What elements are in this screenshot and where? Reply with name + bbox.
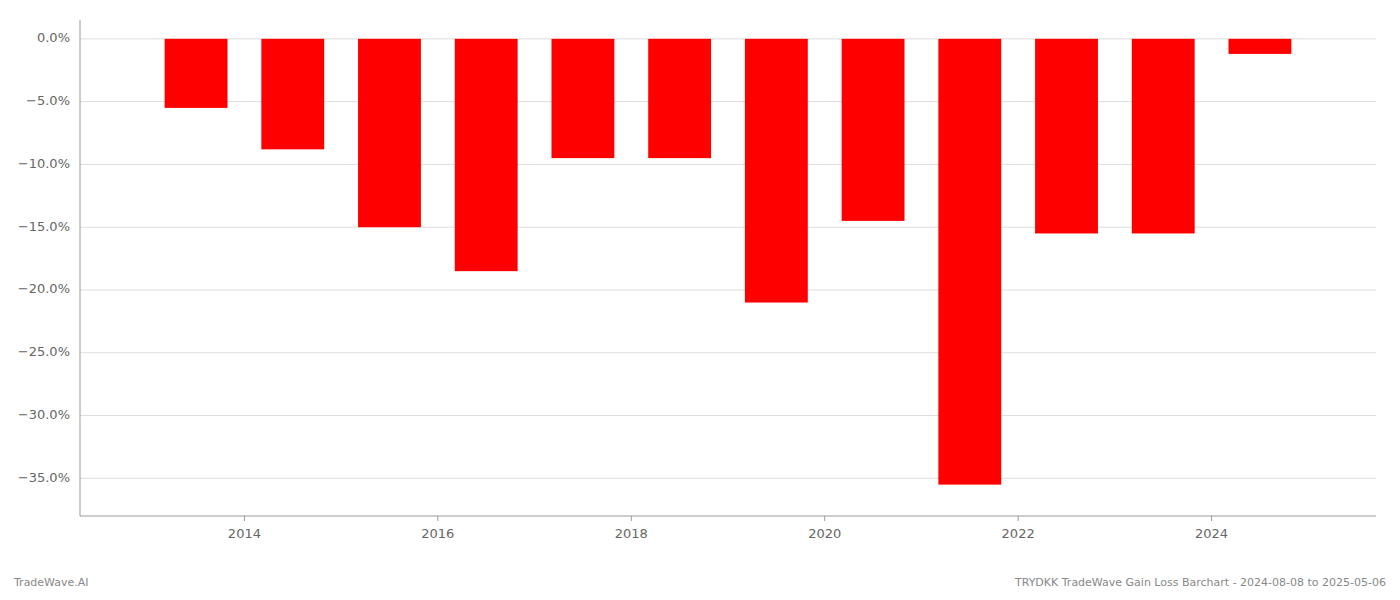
bar <box>358 39 421 227</box>
bar <box>1229 39 1292 54</box>
x-tick <box>1211 516 1212 521</box>
x-tick <box>824 516 825 521</box>
x-tick-label: 2014 <box>228 526 261 541</box>
bar <box>745 39 808 303</box>
x-tick-label: 2022 <box>1002 526 1035 541</box>
x-axis-line <box>80 516 1376 517</box>
y-tick-label: −35.0% <box>18 470 70 485</box>
axes <box>80 20 1376 516</box>
footer-text: TRYDKK TradeWave Gain Loss Barchart - 20… <box>1014 576 1386 589</box>
x-tick-label: 2016 <box>421 526 454 541</box>
bar <box>455 39 518 271</box>
x-tick <box>631 516 632 521</box>
y-ticks: 0.0% −5.0% −10.0% −15.0% −20.0% −25.0% −30.0% −… <box>18 30 70 484</box>
grid-line <box>80 289 1376 290</box>
bar <box>551 39 614 158</box>
chart-container: 0.0% −5.0% −10.0% −15.0% −20.0% −25.0% −30.0% −… <box>0 0 1400 600</box>
bar <box>261 39 324 150</box>
x-tick-label: 2018 <box>615 526 648 541</box>
y-tick-label: −20.0% <box>18 281 70 296</box>
x-tick <box>1018 516 1019 521</box>
bars <box>165 39 1292 485</box>
grid-line <box>80 478 1376 479</box>
x-tick-label: 2024 <box>1195 526 1228 541</box>
bar <box>1132 39 1195 234</box>
x-tick <box>437 516 438 521</box>
x-ticks: 2014 2016 2018 2020 2022 2024 <box>228 516 1228 541</box>
y-tick-label: −25.0% <box>18 344 70 359</box>
y-tick-label: −10.0% <box>18 156 70 171</box>
bar <box>938 39 1001 485</box>
bar <box>842 39 905 221</box>
x-tick-label: 2020 <box>808 526 841 541</box>
y-tick-label: −30.0% <box>18 407 70 422</box>
bar <box>648 39 711 158</box>
y-tick-label: −5.0% <box>26 93 70 108</box>
grid-line <box>80 415 1376 416</box>
x-tick <box>244 516 245 521</box>
bar <box>1035 39 1098 234</box>
y-axis-line <box>80 20 81 516</box>
footer: TradeWave.AI TRYDKK TradeWave Gain Loss B… <box>13 576 1386 589</box>
grid <box>80 39 1376 478</box>
grid-line <box>80 352 1376 353</box>
bar <box>165 39 228 108</box>
y-tick-label: −15.0% <box>18 219 70 234</box>
chart-svg: 0.0% −5.0% −10.0% −15.0% −20.0% −25.0% −30.0% −… <box>0 0 1400 600</box>
footer-text: TradeWave.AI <box>13 576 89 589</box>
y-tick-label: 0.0% <box>37 30 70 45</box>
